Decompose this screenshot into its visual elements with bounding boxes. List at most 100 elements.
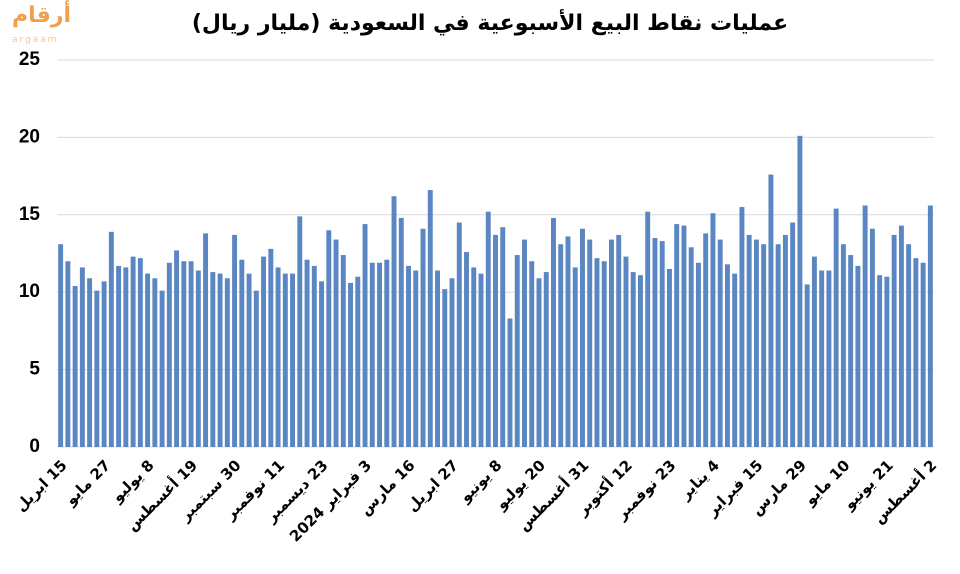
bar	[188, 261, 194, 447]
bar	[666, 268, 672, 447]
bar	[609, 239, 614, 447]
bar	[232, 234, 238, 447]
bar	[137, 258, 143, 447]
bar	[732, 273, 738, 447]
bar	[478, 273, 484, 447]
bar	[891, 234, 897, 447]
bar	[848, 255, 854, 447]
bar	[587, 239, 593, 447]
bar	[804, 284, 810, 447]
bar	[819, 270, 825, 447]
bar	[210, 272, 216, 447]
bar	[152, 278, 158, 447]
bar	[319, 281, 325, 447]
bar	[442, 289, 448, 447]
bar	[637, 275, 643, 447]
bar	[58, 244, 64, 447]
bar	[565, 236, 571, 447]
bar	[703, 233, 709, 447]
bar	[333, 239, 339, 447]
bar	[572, 267, 578, 447]
x-tick-label: 27 مايو	[61, 456, 114, 509]
bar	[275, 267, 281, 447]
bar	[65, 261, 71, 447]
bar	[355, 276, 361, 447]
bar	[782, 234, 788, 447]
bar	[493, 234, 498, 447]
bar	[500, 227, 506, 447]
bar	[746, 234, 752, 447]
bar	[130, 256, 136, 447]
logo: أرقام	[12, 0, 71, 28]
bar	[123, 267, 129, 447]
bar	[224, 278, 230, 447]
bar	[869, 228, 875, 447]
bar	[471, 267, 477, 447]
bar	[420, 228, 426, 447]
bar	[290, 273, 296, 447]
bar	[427, 190, 433, 448]
chart-title: عمليات نقاط البيع الأسبوعية في السعودية …	[192, 8, 788, 36]
bar	[717, 239, 723, 447]
bar	[833, 208, 839, 447]
bar	[884, 276, 890, 447]
bar	[659, 241, 665, 447]
bar	[217, 273, 223, 447]
bar	[340, 255, 346, 447]
bar	[464, 251, 469, 447]
bar	[558, 244, 564, 447]
bar	[391, 196, 397, 447]
bar	[811, 256, 817, 447]
bar	[710, 213, 716, 447]
bar	[594, 258, 600, 447]
bar	[377, 262, 382, 447]
bar	[551, 217, 556, 447]
bar	[413, 270, 419, 447]
bar	[927, 205, 933, 447]
bar	[239, 259, 245, 447]
bar	[826, 270, 832, 447]
bar	[174, 250, 180, 447]
bar	[688, 247, 694, 447]
bar	[268, 248, 274, 447]
bar	[195, 270, 201, 447]
x-tick-label: 15 ابريل	[12, 456, 71, 515]
bar	[384, 259, 390, 447]
bar	[681, 225, 687, 447]
y-tick-label: 5	[29, 359, 40, 380]
bar	[94, 290, 100, 447]
bar	[311, 265, 317, 447]
bar	[116, 265, 122, 447]
bar	[449, 278, 455, 447]
bar	[72, 286, 78, 447]
bar	[435, 270, 440, 447]
bar	[101, 281, 107, 447]
bar	[768, 174, 774, 447]
bar	[630, 272, 636, 447]
bar	[507, 318, 513, 447]
bar	[724, 264, 730, 447]
bar	[362, 224, 368, 447]
bar	[282, 273, 288, 447]
bar	[529, 261, 535, 447]
y-tick-label: 20	[19, 126, 40, 147]
bar	[739, 207, 745, 447]
bar	[790, 222, 796, 447]
logo-latin: argaam	[12, 35, 59, 45]
bar	[203, 233, 209, 447]
bar	[855, 265, 861, 447]
y-tick-label: 10	[19, 281, 40, 302]
bar	[652, 238, 658, 447]
bar	[840, 244, 846, 447]
bar	[775, 244, 781, 447]
y-tick-label: 15	[19, 204, 41, 225]
bar	[326, 230, 332, 447]
bar	[369, 262, 375, 447]
bar	[145, 273, 151, 447]
bar	[906, 244, 912, 447]
bar	[108, 231, 114, 447]
bar	[601, 261, 607, 447]
bar	[645, 211, 651, 447]
bar	[623, 256, 629, 447]
